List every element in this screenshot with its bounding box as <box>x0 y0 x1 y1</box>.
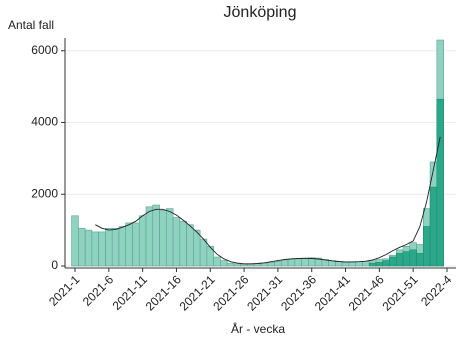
x-axis-label: År - vecka <box>231 321 285 336</box>
bar <box>335 261 343 267</box>
axes: 02000400060002021-12021-62021-112021-162… <box>31 38 456 314</box>
bar <box>368 262 377 267</box>
bar <box>78 228 86 267</box>
bar <box>294 258 302 267</box>
x-tick-label: 2021-1 <box>46 272 83 309</box>
x-tick-label: 2021-51 <box>380 272 421 313</box>
bar <box>287 259 296 267</box>
bar <box>84 229 93 267</box>
bar <box>186 224 194 267</box>
bar <box>166 208 174 267</box>
bar <box>280 259 289 267</box>
bar <box>341 262 350 267</box>
bar <box>199 238 208 267</box>
chart-title: Jönköping <box>224 4 297 21</box>
bar <box>145 206 154 267</box>
bar <box>382 260 390 267</box>
trend-line <box>95 136 441 265</box>
bar <box>423 226 431 267</box>
x-tick-label: 2021-41 <box>312 272 353 313</box>
bars <box>71 39 444 267</box>
bar <box>159 210 167 267</box>
x-tick-label: 2021-46 <box>346 272 387 313</box>
bar <box>179 220 187 267</box>
bar <box>111 228 120 267</box>
bar <box>402 251 411 267</box>
bar <box>274 261 282 267</box>
bar <box>125 222 133 267</box>
bar <box>240 263 248 267</box>
x-tick-label: 2021-26 <box>210 272 251 313</box>
bar <box>260 262 269 267</box>
bar <box>253 263 262 267</box>
y-tick-label: 0 <box>51 258 58 272</box>
x-tick-label: 2021-11 <box>110 272 151 313</box>
x-tick-label: 2021-36 <box>278 272 319 313</box>
x-tick-label: 2021-21 <box>177 272 218 313</box>
y-tick-label: 2000 <box>31 186 58 200</box>
bar <box>267 262 275 267</box>
bar <box>409 249 417 267</box>
bar <box>389 256 397 267</box>
bar <box>193 229 201 267</box>
bar <box>429 186 438 267</box>
bar <box>247 264 255 267</box>
bar <box>105 228 113 267</box>
bar <box>362 261 370 267</box>
bar <box>138 215 147 267</box>
bar <box>98 231 106 267</box>
bar <box>436 98 444 267</box>
bar <box>375 262 384 267</box>
bar <box>213 256 221 267</box>
bar <box>416 253 424 267</box>
bar <box>301 257 309 267</box>
bar <box>355 261 363 267</box>
y-tick-label: 6000 <box>31 43 58 57</box>
bar <box>172 217 181 267</box>
bar <box>152 204 160 267</box>
y-axis-label: Antal fall <box>8 18 54 32</box>
bar <box>233 263 242 267</box>
bar <box>71 215 79 267</box>
bar <box>395 253 404 267</box>
bar <box>220 260 228 267</box>
bar <box>132 222 140 267</box>
x-tick-label: 2021-16 <box>143 272 184 313</box>
bar <box>91 231 99 267</box>
bar <box>206 245 214 267</box>
bar <box>118 226 127 267</box>
x-tick-label: 2022-4 <box>418 272 455 309</box>
bar <box>226 262 235 267</box>
x-tick-label: 2021-31 <box>244 272 285 313</box>
y-tick-label: 4000 <box>31 115 58 129</box>
